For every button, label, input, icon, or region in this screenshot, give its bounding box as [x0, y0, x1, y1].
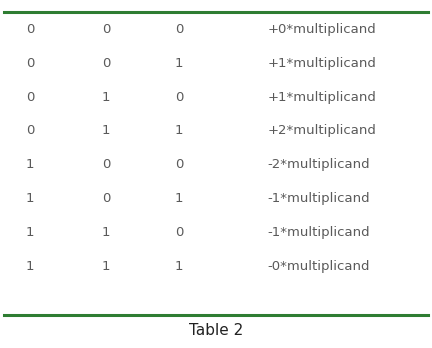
Text: 1: 1	[26, 192, 35, 205]
Text: 0: 0	[102, 57, 110, 70]
Text: 0: 0	[26, 90, 35, 103]
Text: 0: 0	[175, 90, 184, 103]
Text: +0*multiplicand: +0*multiplicand	[268, 23, 377, 35]
Text: 0: 0	[26, 23, 35, 35]
Text: Table 2: Table 2	[189, 323, 243, 338]
Text: 0: 0	[102, 158, 110, 171]
Text: 1: 1	[175, 260, 184, 273]
Text: -1*multiplicand: -1*multiplicand	[268, 192, 371, 205]
Text: 1: 1	[175, 192, 184, 205]
Text: -1*multiplicand: -1*multiplicand	[268, 226, 371, 239]
Text: 0: 0	[102, 192, 110, 205]
Text: 1: 1	[102, 226, 110, 239]
Text: 0: 0	[175, 23, 184, 35]
Text: 1: 1	[102, 90, 110, 103]
Text: 1: 1	[26, 226, 35, 239]
Text: 1: 1	[102, 125, 110, 137]
Text: +1*multiplicand: +1*multiplicand	[268, 90, 377, 103]
Text: 1: 1	[175, 125, 184, 137]
Text: +1*multiplicand: +1*multiplicand	[268, 57, 377, 70]
Text: +2*multiplicand: +2*multiplicand	[268, 125, 377, 137]
Text: 1: 1	[26, 260, 35, 273]
Text: -0*multiplicand: -0*multiplicand	[268, 260, 370, 273]
Text: -2*multiplicand: -2*multiplicand	[268, 158, 371, 171]
Text: 0: 0	[102, 23, 110, 35]
Text: 0: 0	[26, 125, 35, 137]
Text: 0: 0	[26, 57, 35, 70]
Text: 1: 1	[102, 260, 110, 273]
Text: 0: 0	[175, 226, 184, 239]
Text: 1: 1	[26, 158, 35, 171]
Text: 1: 1	[175, 57, 184, 70]
Text: 0: 0	[175, 158, 184, 171]
